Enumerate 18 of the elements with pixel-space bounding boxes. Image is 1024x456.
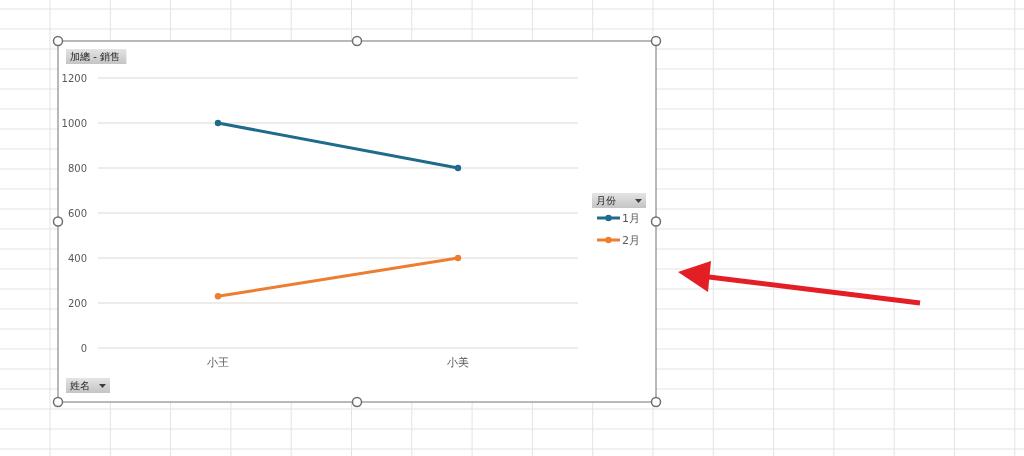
y-tick-label: 200 [67,297,87,309]
x-tick-label: 小美 [447,355,469,369]
y-tick-label: 800 [67,162,87,174]
point [214,119,222,127]
y-tick-label: 0 [80,342,87,354]
point [454,254,462,262]
legend-label: 2月 [622,233,640,247]
chart-title: 加總 - 銷售 [70,51,120,62]
y-tick-label: 1200 [61,72,87,84]
y-tick-label: 600 [67,207,87,219]
point [214,293,222,300]
y-tick-label: 400 [67,252,87,264]
x-axis-title: 姓名 [70,380,90,391]
legend-title: 月份 [596,195,616,206]
legend-label: 1月 [622,211,640,225]
x-tick-label: 小王 [207,355,229,369]
point [454,164,462,172]
y-tick-label: 1000 [61,117,87,129]
